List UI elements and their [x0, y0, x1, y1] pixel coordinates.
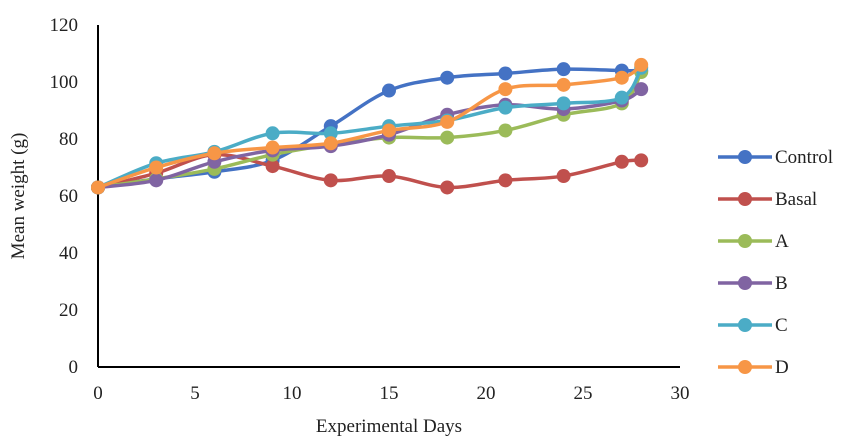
- x-tick-label: 0: [93, 383, 103, 404]
- legend-label: B: [775, 273, 788, 294]
- data-point: [149, 160, 164, 175]
- legend-marker: [738, 234, 752, 248]
- x-tick-label: 15: [380, 383, 399, 404]
- legend-item: Basal: [718, 189, 817, 210]
- data-point: [614, 154, 629, 169]
- data-point: [149, 173, 164, 188]
- y-tick-label: 20: [59, 300, 78, 321]
- legend-item: B: [718, 273, 788, 294]
- legend-label: Control: [775, 147, 833, 168]
- legend-item: A: [718, 231, 789, 252]
- x-tick-labels: 0 5 10 15 20 25 30: [93, 383, 689, 404]
- data-point: [265, 140, 280, 155]
- data-point: [382, 169, 396, 184]
- y-tick-label: 0: [69, 357, 79, 378]
- data-point: [614, 90, 629, 105]
- data-point: [498, 173, 513, 188]
- y-axis-title: Mean weight (g): [8, 133, 29, 260]
- legend-marker: [738, 150, 752, 164]
- data-point: [556, 96, 571, 111]
- data-point: [634, 82, 649, 97]
- x-tick-label: 5: [190, 383, 200, 404]
- legend-marker: [738, 276, 752, 290]
- y-tick-label: 80: [59, 129, 78, 150]
- data-point: [265, 126, 280, 141]
- data-point: [440, 114, 455, 129]
- data-point: [207, 146, 222, 161]
- y-tick-label: 40: [59, 243, 78, 264]
- series-basal: [91, 147, 649, 195]
- data-point: [323, 126, 338, 141]
- x-tick-label: 25: [574, 383, 593, 404]
- data-point: [498, 123, 513, 138]
- legend-label: A: [775, 231, 789, 252]
- x-axis-title: Experimental Days: [316, 416, 462, 437]
- data-point: [91, 180, 105, 195]
- data-point: [440, 130, 455, 145]
- data-point: [382, 123, 396, 138]
- legend-label: C: [775, 315, 788, 336]
- data-point: [634, 153, 649, 168]
- data-point: [323, 136, 338, 151]
- data-point: [556, 62, 571, 77]
- legend-item: Control: [718, 147, 833, 168]
- legend-marker: [738, 318, 752, 332]
- legend-item: D: [718, 357, 789, 378]
- y-tick-label: 120: [50, 15, 79, 36]
- legend-label: D: [775, 357, 789, 378]
- y-tick-labels: 0 20 40 60 80 100 120: [50, 15, 79, 378]
- data-point: [498, 100, 513, 115]
- y-tick-label: 100: [50, 72, 79, 93]
- data-point: [634, 57, 649, 72]
- data-point: [440, 180, 455, 195]
- data-point: [382, 83, 396, 98]
- data-point: [498, 66, 513, 81]
- x-tick-label: 10: [283, 383, 302, 404]
- data-point: [614, 70, 629, 85]
- data-point: [556, 77, 571, 92]
- legend-label: Basal: [775, 189, 817, 210]
- legend-marker: [738, 360, 752, 374]
- data-point: [498, 82, 513, 97]
- data-point: [440, 70, 455, 85]
- x-tick-label: 20: [477, 383, 496, 404]
- data-point: [556, 169, 571, 184]
- series-d: [91, 57, 649, 195]
- legend-item: C: [718, 315, 788, 336]
- y-tick-label: 60: [59, 186, 78, 207]
- series-layer: [91, 57, 649, 195]
- x-tick-label: 30: [671, 383, 690, 404]
- legend-marker: [738, 192, 752, 206]
- data-point: [323, 173, 338, 188]
- data-point: [265, 159, 280, 174]
